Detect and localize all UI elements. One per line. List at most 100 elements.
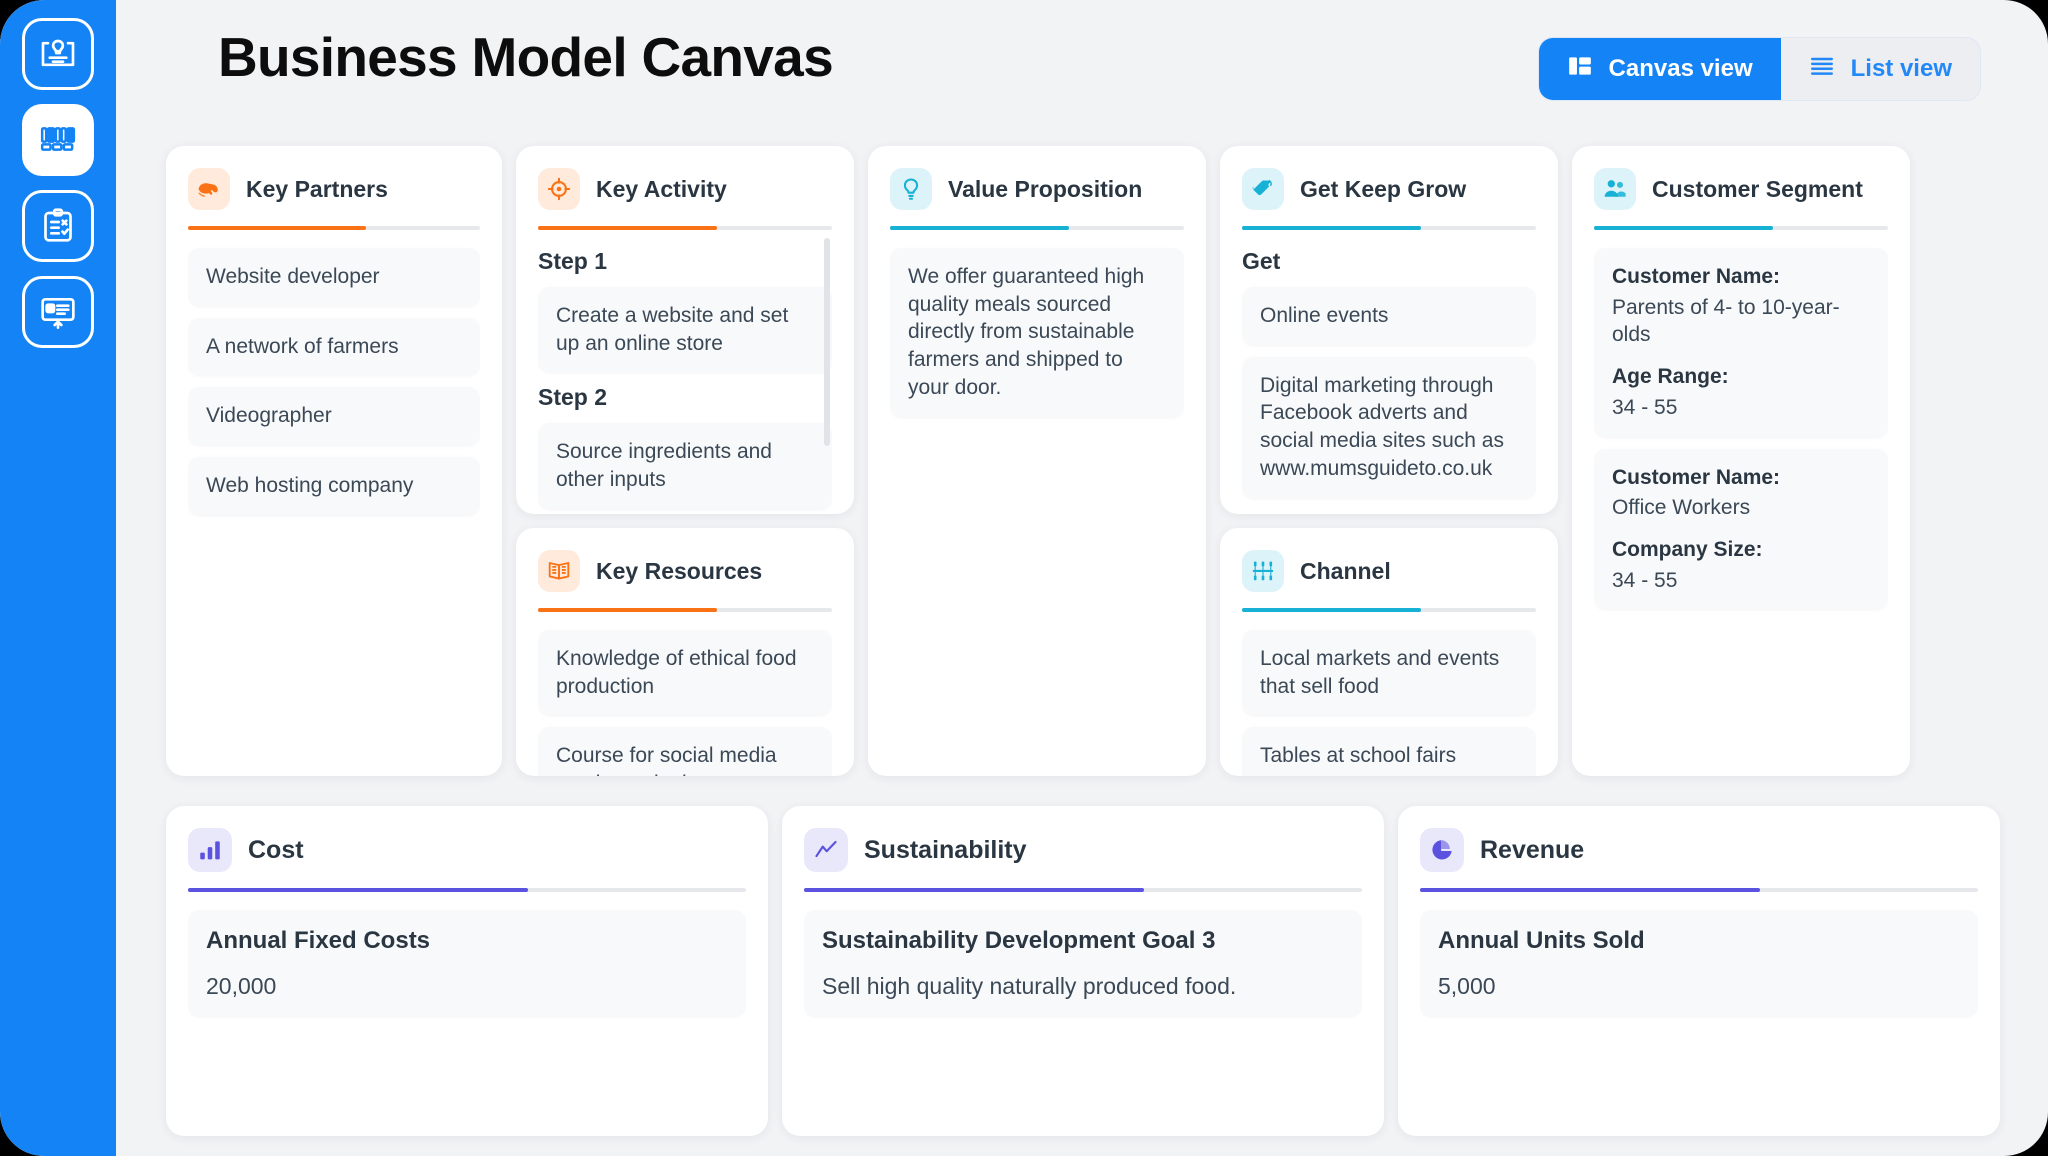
panel-key-resources[interactable]: Key Resources Knowledge of ethical food …	[516, 528, 854, 776]
list-item[interactable]: Website developer	[188, 248, 480, 306]
panel-accent-rule	[890, 226, 1184, 230]
card-value: 20,000	[206, 972, 277, 999]
column-get-keep-grow: Get Keep Grow Get Online events Digital …	[1220, 146, 1558, 776]
sidebar-item-canvas[interactable]	[22, 104, 94, 176]
panel-header: Cost	[188, 828, 746, 888]
list-item[interactable]: Videographer	[188, 387, 480, 446]
panel-revenue[interactable]: Revenue Annual Units Sold 5,000	[1398, 806, 2000, 1136]
panel-title: Get Keep Grow	[1300, 175, 1467, 202]
list-item[interactable]: A network of farmers	[188, 317, 480, 376]
panel-title: Key Resources	[596, 557, 763, 584]
card-title: Sustainability Development Goal 3	[822, 927, 1216, 954]
vertical-scrollbar[interactable]	[824, 238, 830, 446]
panel-cost[interactable]: Cost Annual Fixed Costs 20,000	[166, 806, 768, 1136]
panel-accent-rule	[1242, 226, 1536, 230]
panel-header: Key Resources	[538, 550, 832, 608]
list-item[interactable]: We offer guaranteed high quality meals s…	[890, 248, 1184, 417]
column-value-proposition: Value Proposition We offer guaranteed hi…	[868, 146, 1206, 776]
group-label: Step 2	[538, 384, 608, 411]
panel-customer-segment[interactable]: Customer Segment Customer Name: Parents …	[1572, 146, 1910, 776]
panel-body: Sustainability Development Goal 3 Sell h…	[804, 892, 1362, 1136]
list-item[interactable]: Web hosting company	[188, 457, 480, 515]
list-item[interactable]: Course for social media use in marketing	[538, 727, 832, 776]
panel-title: Revenue	[1480, 835, 1585, 864]
list-view-label: List view	[1850, 55, 1952, 82]
list-item[interactable]: Sustainability Development Goal 3 Sell h…	[804, 910, 1362, 1017]
list-item[interactable]: Customer Name: Parents of 4- to 10-year-…	[1594, 248, 1888, 437]
panel-header: Value Proposition	[890, 168, 1184, 226]
panel-get-keep-grow[interactable]: Get Keep Grow Get Online events Digital …	[1220, 146, 1558, 514]
panel-body: Step 1 Create a website and set up an on…	[538, 230, 832, 514]
canvas-columns-icon	[38, 120, 78, 160]
field-label: Customer Name:	[1612, 265, 1781, 288]
panel-body: Website developer A network of farmers V…	[188, 230, 480, 776]
list-lines-icon	[1809, 53, 1835, 86]
sidebar-item-idea-board[interactable]	[22, 18, 94, 90]
panel-title: Key Partners	[246, 175, 388, 202]
page-title: Business Model Canvas	[218, 26, 834, 88]
column-customer-segment: Customer Segment Customer Name: Parents …	[1572, 146, 1910, 776]
panel-key-activity[interactable]: Key Activity Step 1 Create a website and…	[516, 146, 854, 514]
column-key-partners: Key Partners Website developer A network…	[166, 146, 502, 776]
field-label: Company Size:	[1612, 538, 1763, 562]
idea-board-icon	[38, 34, 78, 74]
handshake-icon	[188, 168, 230, 210]
list-item[interactable]: Digital marketing through Facebook adver…	[1242, 356, 1536, 498]
panel-header: Customer Segment	[1594, 168, 1888, 226]
list-view-button[interactable]: List view	[1781, 38, 1980, 100]
presentation-upload-icon	[38, 292, 78, 332]
field-value: 34 - 55	[1612, 395, 1678, 419]
card-value: 5,000	[1438, 972, 1496, 999]
canvas-bottom-row: Cost Annual Fixed Costs 20,000	[166, 806, 2002, 1136]
list-item[interactable]: Knowledge of ethical food production	[538, 630, 832, 716]
list-item[interactable]: Tables at school fairs	[1242, 727, 1536, 776]
panel-accent-rule	[538, 226, 832, 230]
view-toggle: Canvas view List view	[1538, 38, 1980, 100]
panel-header: Revenue	[1420, 828, 1978, 888]
card-title: Annual Units Sold	[1438, 927, 1645, 954]
panel-title: Value Proposition	[948, 175, 1143, 202]
bar-chart-icon	[188, 828, 232, 872]
panel-accent-rule	[804, 888, 1362, 892]
panel-channel[interactable]: Channel Local markets and events that se…	[1220, 528, 1558, 776]
panel-accent-rule	[1594, 226, 1888, 230]
panel-title: Customer Segment	[1652, 175, 1863, 202]
canvas-grid-icon	[1567, 53, 1593, 86]
panel-body: Annual Units Sold 5,000	[1420, 892, 1978, 1136]
panel-accent-rule	[538, 608, 832, 612]
header: Business Model Canvas Canvas view	[116, 0, 2048, 118]
sidebar-item-presentation[interactable]	[22, 276, 94, 348]
field-label: Customer Name:	[1612, 465, 1781, 489]
panel-header: Get Keep Grow	[1242, 168, 1536, 226]
panel-sustainability[interactable]: Sustainability Sustainability Developmen…	[782, 806, 1384, 1136]
list-item[interactable]: Source ingredients and other inputs	[538, 423, 832, 509]
panel-accent-rule	[188, 226, 480, 230]
canvas-view-button[interactable]: Canvas view	[1538, 38, 1781, 100]
panel-key-partners[interactable]: Key Partners Website developer A network…	[166, 146, 502, 776]
panel-title: Sustainability	[864, 835, 1027, 864]
panel-body: Knowledge of ethical food production Cou…	[538, 612, 832, 776]
panel-title: Cost	[248, 835, 304, 864]
list-item[interactable]: Online events	[1242, 287, 1536, 345]
card-title: Annual Fixed Costs	[206, 927, 431, 954]
list-item[interactable]: Local markets and events that sell food	[1242, 630, 1536, 716]
distribution-grid-icon	[1242, 550, 1284, 592]
field-value: Parents of 4- to 10-year-olds	[1612, 295, 1840, 347]
list-item[interactable]: Create a website and set up an online st…	[538, 287, 832, 373]
list-item[interactable]: Annual Units Sold 5,000	[1420, 910, 1978, 1017]
sidebar-item-checklist[interactable]	[22, 190, 94, 262]
panel-title: Key Activity	[596, 175, 727, 202]
list-item[interactable]: Annual Fixed Costs 20,000	[188, 910, 746, 1017]
clipboard-checklist-icon	[38, 206, 78, 246]
panel-header: Sustainability	[804, 828, 1362, 888]
field-value: Office Workers	[1612, 496, 1751, 520]
field-label: Age Range:	[1612, 365, 1729, 389]
panel-body: Local markets and events that sell food …	[1242, 612, 1536, 776]
panel-body: Get Online events Digital marketing thro…	[1242, 230, 1536, 514]
panel-value-proposition[interactable]: Value Proposition We offer guaranteed hi…	[868, 146, 1206, 776]
panel-header: Key Partners	[188, 168, 480, 226]
trend-line-icon	[804, 828, 848, 872]
field-value: 34 - 55	[1612, 568, 1678, 592]
list-item[interactable]: Customer Name: Office Workers Company Si…	[1594, 448, 1888, 610]
